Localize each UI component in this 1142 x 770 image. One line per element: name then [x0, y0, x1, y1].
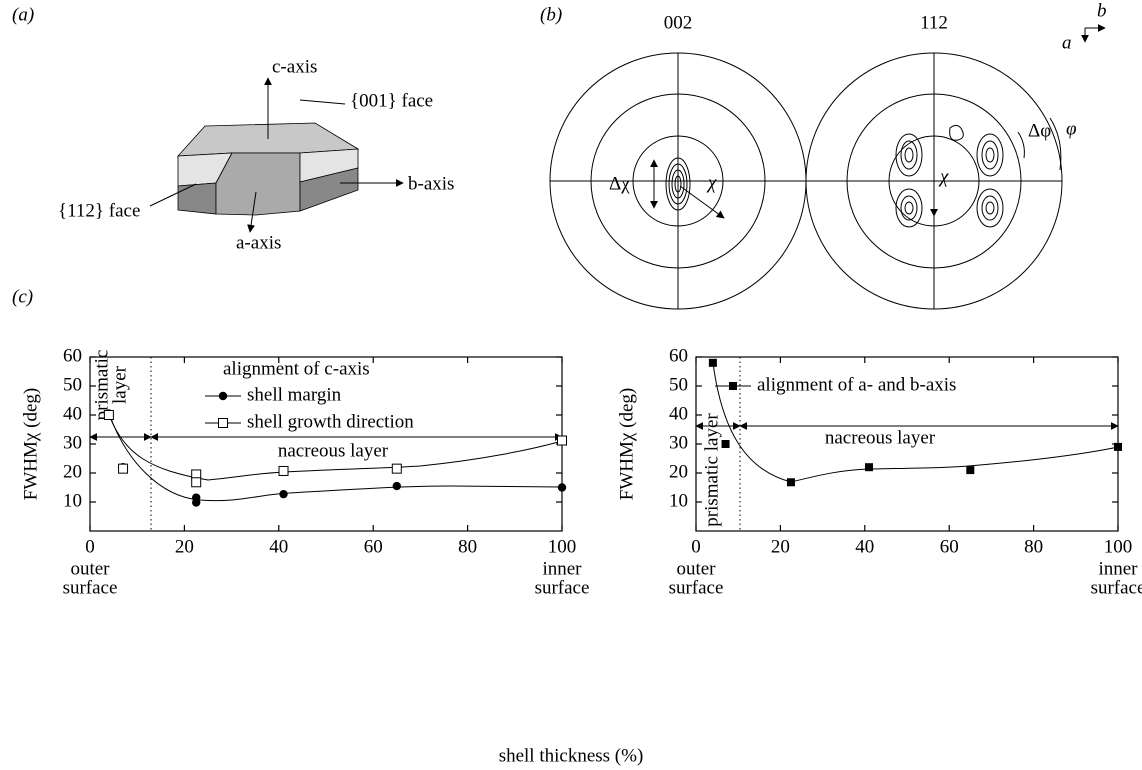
panel-label: (a) — [12, 4, 34, 25]
pole-label: Δφ — [1028, 120, 1051, 141]
point — [219, 419, 228, 428]
point — [219, 392, 227, 400]
point — [393, 482, 401, 490]
point — [104, 411, 113, 420]
annotation: nacreous layer — [278, 440, 389, 461]
x-tick-label: 0 — [691, 536, 701, 557]
face-label: {001} face — [350, 90, 433, 111]
x-tick-label: 80 — [458, 536, 477, 557]
pole-label: χ — [706, 172, 717, 193]
legend-title: alignment of c-axis — [223, 358, 370, 379]
point — [1114, 443, 1122, 451]
x-end-label: inner — [1098, 558, 1138, 579]
y-tick-label: 10 — [669, 490, 688, 511]
x-end-label: surface — [669, 577, 724, 598]
y-tick-label: 30 — [669, 432, 688, 453]
x-tick-label: 0 — [85, 536, 95, 557]
x-end-label: surface — [1091, 577, 1142, 598]
legend-label: shell margin — [247, 384, 342, 405]
point — [722, 440, 730, 448]
x-tick-label: 20 — [175, 536, 194, 557]
y-tick-label: 50 — [669, 374, 688, 395]
point — [787, 478, 795, 486]
legend-label: alignment of a- and b-axis — [757, 374, 956, 395]
point — [392, 464, 401, 473]
annotation: layer — [109, 365, 130, 404]
x-end-label: outer — [676, 558, 716, 579]
pole-label: a — [1062, 32, 1072, 53]
y-tick-label: 60 — [63, 345, 82, 366]
chart-decor — [90, 357, 1118, 531]
y-tick-label: 20 — [63, 461, 82, 482]
figure: (a) (b) (c) c-axis b-axis a-axis {001} f… — [0, 0, 1142, 770]
x-tick-label: 40 — [855, 536, 874, 557]
x-end-label: inner — [542, 558, 582, 579]
panel-label: (b) — [540, 4, 562, 25]
point — [709, 359, 717, 367]
axis-label: b-axis — [408, 173, 454, 194]
x-end-label: outer — [70, 558, 110, 579]
point — [558, 436, 567, 445]
x-end-label: surface — [535, 577, 590, 598]
y-tick-label: 30 — [63, 432, 82, 453]
point — [119, 464, 128, 473]
y-tick-label: 60 — [669, 345, 688, 366]
x-tick-label: 100 — [548, 536, 577, 557]
x-tick-label: 60 — [940, 536, 959, 557]
y-tick-label: 10 — [63, 490, 82, 511]
point — [279, 490, 287, 498]
point — [558, 483, 566, 491]
annotation: prismatic layer — [701, 413, 722, 527]
point — [192, 478, 201, 487]
point — [279, 466, 288, 475]
point — [966, 466, 974, 474]
y-axis-title: FWHMχ (deg) — [616, 388, 637, 500]
y-tick-label: 20 — [669, 461, 688, 482]
x-tick-label: 40 — [269, 536, 288, 557]
x-tick-label: 80 — [1024, 536, 1043, 557]
x-tick-label: 100 — [1104, 536, 1133, 557]
x-end-label: surface — [63, 577, 118, 598]
point — [192, 498, 200, 506]
pole-title: 112 — [920, 12, 948, 33]
y-tick-label: 50 — [63, 374, 82, 395]
x-axis-title: shell thickness (%) — [499, 745, 644, 766]
annotation: nacreous layer — [825, 427, 936, 448]
y-axis-title: FWHMχ (deg) — [20, 388, 41, 500]
face-label: {112} face — [58, 200, 140, 221]
pole-label: χ — [938, 166, 949, 187]
legend-label: shell growth direction — [247, 411, 414, 432]
point — [865, 463, 873, 471]
point — [729, 382, 737, 390]
pole-label: Δχ — [609, 173, 630, 194]
pole-title: 002 — [664, 12, 693, 33]
panel-label: (c) — [12, 286, 33, 307]
x-tick-label: 20 — [771, 536, 790, 557]
axis-label: a-axis — [236, 232, 281, 253]
axis-label: c-axis — [272, 56, 317, 77]
pole-label: b — [1097, 0, 1107, 21]
y-tick-label: 40 — [669, 403, 688, 424]
pole-label: φ — [1066, 118, 1077, 139]
x-tick-label: 60 — [364, 536, 383, 557]
y-tick-label: 40 — [63, 403, 82, 424]
pole-figures — [550, 28, 1105, 309]
